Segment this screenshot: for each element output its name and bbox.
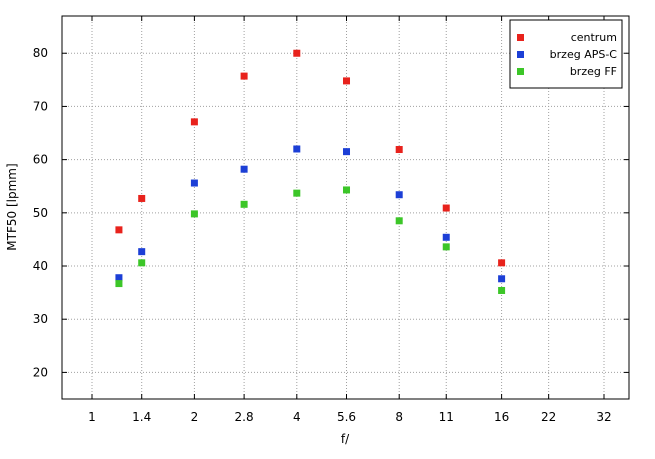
x-tick-label: 4 xyxy=(293,410,301,424)
data-point xyxy=(395,191,403,199)
x-tick-label: 1.4 xyxy=(132,410,151,424)
data-point xyxy=(138,194,146,202)
legend-label: brzeg FF xyxy=(570,65,617,78)
data-point xyxy=(442,233,450,241)
y-tick-label: 20 xyxy=(33,365,48,379)
data-point xyxy=(498,275,506,283)
legend-label: brzeg APS-C xyxy=(550,48,618,61)
x-tick-label: 5.6 xyxy=(337,410,356,424)
x-tick-label: 8 xyxy=(395,410,403,424)
data-point xyxy=(498,259,506,267)
data-point xyxy=(293,145,301,153)
y-tick-label: 40 xyxy=(33,259,48,273)
y-axis-label: MTF50 [lpmm] xyxy=(5,163,19,250)
legend-box xyxy=(509,19,623,89)
data-point xyxy=(138,248,146,256)
x-tick-label: 32 xyxy=(596,410,611,424)
data-point xyxy=(498,286,506,294)
x-tick-label: 1 xyxy=(88,410,96,424)
y-tick-label: 30 xyxy=(33,312,48,326)
y-tick-label: 80 xyxy=(33,46,48,60)
data-point xyxy=(395,217,403,225)
data-point xyxy=(190,118,198,126)
x-tick-label: 22 xyxy=(541,410,556,424)
y-tick-label: 70 xyxy=(33,99,48,113)
legend-swatch xyxy=(517,68,524,75)
data-point xyxy=(395,146,403,154)
legend-label: centrum xyxy=(571,31,617,44)
data-point xyxy=(190,210,198,218)
axis-ticks: 1 1.4 2 2.8 4 5.6 8 11 16 22 32 20 30 40 50 60 70 80 xyxy=(33,16,629,424)
x-tick-label: 16 xyxy=(494,410,509,424)
legend: centrum brzeg APS-C brzeg FF xyxy=(509,19,623,89)
data-point xyxy=(240,72,248,80)
data-point xyxy=(115,274,123,282)
x-tick-label: 11 xyxy=(439,410,454,424)
data-point xyxy=(343,77,351,85)
data-point xyxy=(115,280,123,288)
legend-swatch xyxy=(517,34,524,41)
data-point xyxy=(293,189,301,197)
data-point xyxy=(240,200,248,208)
data-point xyxy=(138,259,146,267)
y-tick-label: 50 xyxy=(33,206,48,220)
legend-swatch xyxy=(517,51,524,58)
y-tick-label: 60 xyxy=(33,153,48,167)
data-point xyxy=(343,148,351,156)
data-point xyxy=(442,204,450,212)
plot-frame xyxy=(61,15,630,400)
data-points xyxy=(115,49,506,294)
data-point xyxy=(240,165,248,173)
x-axis-label: f/ xyxy=(341,432,350,446)
data-point xyxy=(343,186,351,194)
x-tick-label: 2.8 xyxy=(235,410,254,424)
x-tick-label: 2 xyxy=(191,410,199,424)
data-point xyxy=(442,243,450,251)
data-point xyxy=(293,49,301,57)
data-point xyxy=(115,226,123,234)
data-point xyxy=(190,179,198,187)
